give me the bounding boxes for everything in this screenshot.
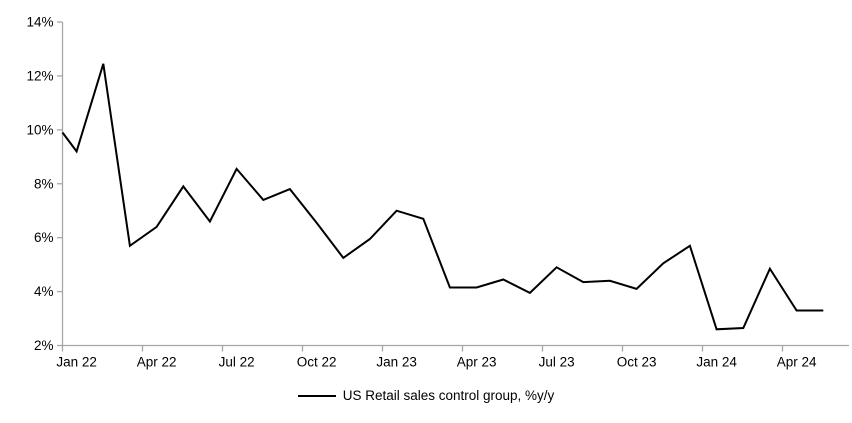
y-axis-tick-label: 10% [26, 122, 53, 137]
y-axis-tick-label: 12% [26, 68, 53, 83]
y-axis-tick-label: 2% [34, 338, 54, 353]
legend-line-sample [297, 394, 336, 397]
y-axis-tick-label: 4% [34, 284, 54, 299]
chart-legend: US Retail sales control group, %y/y [0, 388, 852, 403]
x-axis-tick-label: Jan 24 [696, 355, 737, 370]
y-axis-tick-label: 8% [34, 176, 54, 191]
x-axis-tick-label: Oct 22 [297, 355, 337, 370]
x-axis-tick-label: Jul 22 [219, 355, 255, 370]
x-axis-tick-label: Apr 23 [457, 355, 497, 370]
x-axis-tick-label: Jul 23 [539, 355, 575, 370]
legend-label: US Retail sales control group, %y/y [342, 388, 555, 403]
x-axis-tick-label: Apr 24 [777, 355, 817, 370]
x-axis-tick-label: Oct 23 [617, 355, 657, 370]
series-line-us-retail-sales-control-group-y-y [61, 63, 824, 331]
x-axis-tick-label: Jan 23 [376, 355, 417, 370]
y-axis-tick-label: 6% [34, 230, 54, 245]
x-axis-tick-label: Apr 22 [137, 355, 177, 370]
x-axis-tick-label: Jan 22 [56, 355, 97, 370]
y-axis-tick-label: 14% [26, 15, 53, 30]
